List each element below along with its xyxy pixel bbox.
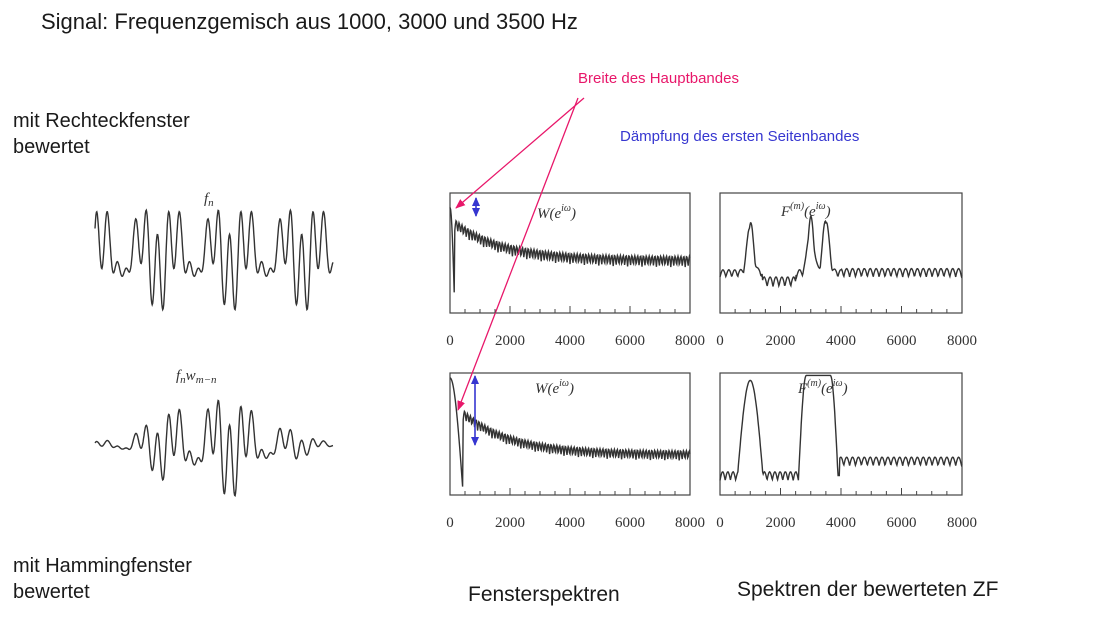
- x-axis-tick-label: 2000: [495, 515, 525, 531]
- x-axis-tick-label: 0: [446, 515, 454, 531]
- x-axis-tick-label: 2000: [766, 333, 796, 349]
- weighted-spectra-label: Spektren der bewerteten ZF: [737, 578, 999, 601]
- x-axis-tick-label: 6000: [887, 515, 917, 531]
- x-axis-tick-label: 8000: [675, 333, 705, 349]
- x-axis-tick-label: 6000: [615, 333, 645, 349]
- main-lobe-arrow-bottom: [457, 97, 579, 411]
- hamming-window-spectrum-trace: [449, 377, 691, 487]
- hamming-window-label-line1: mit Hammingfenster: [13, 555, 192, 577]
- x-axis-tick-label: 2000: [495, 333, 525, 349]
- signal-hamm-label: fnwm−n: [176, 368, 217, 386]
- rect-weighted-spectrum-frame: [719, 192, 963, 314]
- rect-weighted-spectrum-trace: [719, 214, 963, 289]
- weighted-spectrum-label-bottom: F(m)(eiω): [797, 378, 848, 397]
- x-axis-tick-label: 4000: [826, 333, 856, 349]
- x-axis-tick-label: 0: [716, 333, 724, 349]
- x-axis-tick-label: 8000: [675, 515, 705, 531]
- hamming-window-label: mit Hammingfenster bewertet: [13, 553, 192, 605]
- window-spectrum-label-top: W(eiω): [537, 203, 576, 222]
- x-axis-tick-label: 4000: [555, 515, 585, 531]
- x-axis-tick-label: 0: [716, 515, 724, 531]
- hamming-windowed-signal: [94, 399, 334, 497]
- rect-window-label-line1: mit Rechteckfenster: [13, 110, 190, 132]
- main-lobe-width-annotation: Breite des Hauptbandes: [578, 70, 739, 87]
- slide-title: Signal: Frequenzgemisch aus 1000, 3000 u…: [41, 9, 578, 34]
- rect-windowed-signal: [94, 208, 334, 312]
- x-axis-tick-label: 2000: [766, 515, 796, 531]
- x-axis-tick-label: 4000: [555, 333, 585, 349]
- window-spectrum-label-bottom: W(eiω): [535, 378, 574, 397]
- sidelobe-attenuation-annotation: Dämpfung des ersten Seitenbandes: [620, 128, 860, 145]
- main-lobe-arrow-top: [455, 97, 585, 209]
- signal-rect-label: fn: [204, 191, 214, 209]
- hamming-weighted-spectrum-frame: [719, 372, 963, 496]
- rect-window-label: mit Rechteckfenster bewertet: [13, 108, 190, 160]
- x-axis-tick-label: 4000: [826, 515, 856, 531]
- x-axis-tick-label: 0: [446, 333, 454, 349]
- window-spectra-label: Fensterspektren: [468, 583, 620, 606]
- rect-window-label-line2: bewertet: [13, 136, 90, 158]
- hamming-weighted-spectrum-trace: [719, 374, 963, 483]
- x-axis-tick-label: 8000: [947, 515, 977, 531]
- rect-window-spectrum-trace: [449, 207, 691, 293]
- hamming-window-label-line2: bewertet: [13, 581, 90, 603]
- x-axis-tick-label: 8000: [947, 333, 977, 349]
- x-axis-tick-label: 6000: [887, 333, 917, 349]
- x-axis-tick-label: 6000: [615, 515, 645, 531]
- weighted-spectrum-label-top: F(m)(eiω): [780, 201, 831, 220]
